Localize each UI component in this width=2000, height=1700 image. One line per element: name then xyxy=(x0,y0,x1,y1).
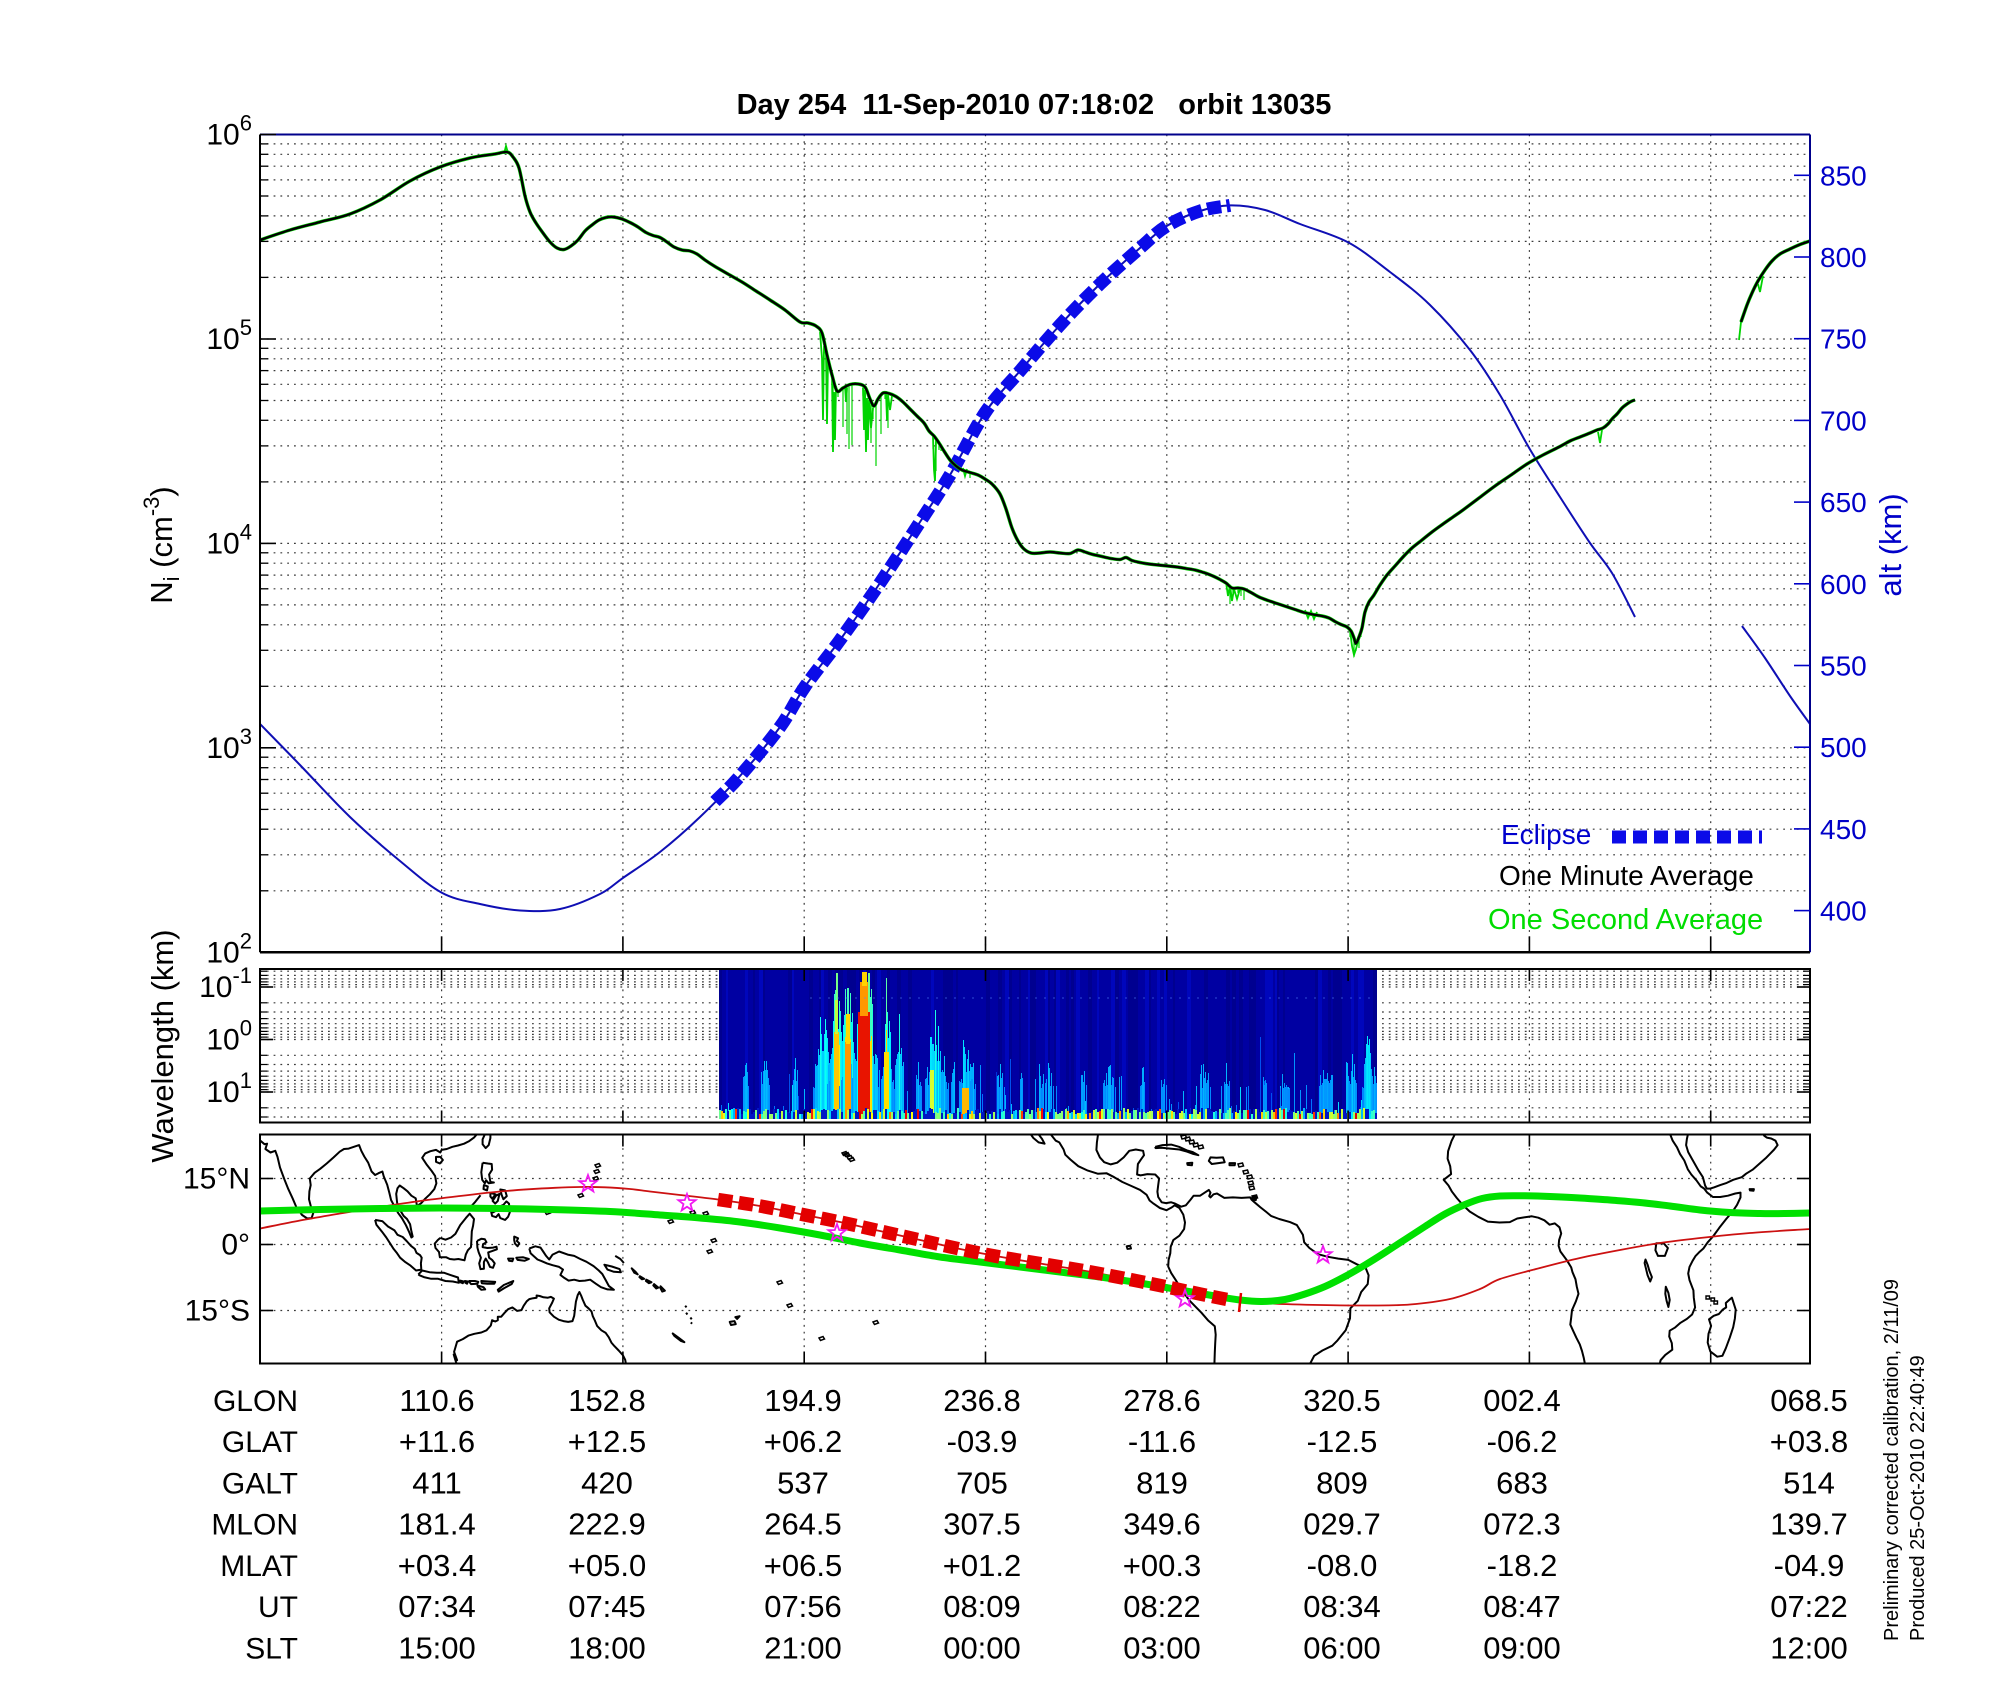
svg-text:411: 411 xyxy=(412,1466,461,1501)
svg-text:-06.2: -06.2 xyxy=(1487,1424,1558,1459)
svg-text:07:45: 07:45 xyxy=(568,1589,646,1624)
svg-text:139.7: 139.7 xyxy=(1770,1507,1848,1542)
svg-text:-04.9: -04.9 xyxy=(1774,1548,1845,1583)
svg-text:MLON: MLON xyxy=(211,1509,298,1542)
svg-text:068.5: 068.5 xyxy=(1770,1383,1848,1418)
svg-text:07:22: 07:22 xyxy=(1770,1589,1848,1624)
svg-text:450: 450 xyxy=(1820,814,1867,845)
svg-text:18:00: 18:00 xyxy=(568,1631,646,1666)
svg-text:Eclipse: Eclipse xyxy=(1501,819,1591,850)
svg-text:+05.0: +05.0 xyxy=(568,1548,646,1583)
svg-text:-11.6: -11.6 xyxy=(1128,1424,1196,1459)
svg-text:00:00: 00:00 xyxy=(943,1631,1021,1666)
svg-text:09:00: 09:00 xyxy=(1483,1631,1561,1666)
svg-text:12:00: 12:00 xyxy=(1770,1631,1848,1666)
svg-text:UT: UT xyxy=(258,1591,298,1624)
svg-text:264.5: 264.5 xyxy=(764,1507,842,1542)
svg-text:809: 809 xyxy=(1316,1466,1368,1501)
svg-text:650: 650 xyxy=(1820,487,1867,518)
svg-text:15°N: 15°N xyxy=(183,1163,250,1196)
svg-text:194.9: 194.9 xyxy=(764,1383,842,1418)
svg-text:537: 537 xyxy=(777,1466,829,1501)
svg-text:002.4: 002.4 xyxy=(1483,1383,1561,1418)
svg-text:222.9: 222.9 xyxy=(568,1507,646,1542)
svg-text:alt (km): alt (km) xyxy=(1873,493,1908,596)
svg-text:SLT: SLT xyxy=(245,1633,298,1666)
svg-text:514: 514 xyxy=(1783,1466,1835,1501)
svg-text:08:34: 08:34 xyxy=(1303,1589,1381,1624)
svg-text:+03.4: +03.4 xyxy=(398,1548,476,1583)
svg-text:GLAT: GLAT xyxy=(222,1426,298,1459)
svg-text:400: 400 xyxy=(1820,896,1867,927)
svg-text:08:47: 08:47 xyxy=(1483,1589,1561,1624)
svg-text:349.6: 349.6 xyxy=(1123,1507,1201,1542)
svg-text:750: 750 xyxy=(1820,324,1867,355)
svg-text:+03.8: +03.8 xyxy=(1770,1424,1848,1459)
svg-text:Produced 25-Oct-2010 22:40:49: Produced 25-Oct-2010 22:40:49 xyxy=(1907,1355,1929,1641)
svg-text:550: 550 xyxy=(1820,651,1867,682)
svg-text:072.3: 072.3 xyxy=(1483,1507,1561,1542)
svg-text:06:00: 06:00 xyxy=(1303,1631,1381,1666)
svg-text:08:09: 08:09 xyxy=(943,1589,1021,1624)
svg-text:320.5: 320.5 xyxy=(1303,1383,1381,1418)
svg-text:-03.9: -03.9 xyxy=(947,1424,1018,1459)
svg-text:181.4: 181.4 xyxy=(398,1507,476,1542)
svg-text:600: 600 xyxy=(1820,569,1867,600)
svg-text:683: 683 xyxy=(1496,1466,1548,1501)
svg-text:07:56: 07:56 xyxy=(764,1589,842,1624)
svg-text:MLAT: MLAT xyxy=(220,1550,298,1583)
svg-text:819: 819 xyxy=(1136,1466,1188,1501)
svg-text:One Minute Average: One Minute Average xyxy=(1499,860,1754,891)
svg-text:+06.2: +06.2 xyxy=(764,1424,842,1459)
svg-text:07:34: 07:34 xyxy=(398,1589,476,1624)
svg-text:15:00: 15:00 xyxy=(398,1631,476,1666)
svg-text:278.6: 278.6 xyxy=(1123,1383,1201,1418)
svg-text:+06.5: +06.5 xyxy=(764,1548,842,1583)
svg-text:Preliminary corrected calibrat: Preliminary corrected calibration, 2/11/… xyxy=(1881,1279,1903,1641)
svg-text:705: 705 xyxy=(956,1466,1008,1501)
svg-text:700: 700 xyxy=(1820,405,1867,436)
svg-text:-18.2: -18.2 xyxy=(1487,1548,1558,1583)
svg-text:-08.0: -08.0 xyxy=(1307,1548,1378,1583)
svg-text:152.8: 152.8 xyxy=(568,1383,646,1418)
svg-text:420: 420 xyxy=(581,1466,633,1501)
svg-text:236.8: 236.8 xyxy=(943,1383,1021,1418)
svg-text:+00.3: +00.3 xyxy=(1123,1548,1201,1583)
svg-text:0°: 0° xyxy=(221,1229,250,1262)
svg-text:800: 800 xyxy=(1820,242,1867,273)
svg-text:850: 850 xyxy=(1820,160,1867,191)
svg-text:One Second Average: One Second Average xyxy=(1488,904,1763,936)
svg-text:029.7: 029.7 xyxy=(1303,1507,1381,1542)
svg-text:307.5: 307.5 xyxy=(943,1507,1021,1542)
svg-text:Wavelength (km): Wavelength (km) xyxy=(145,929,180,1162)
svg-text:GALT: GALT xyxy=(222,1468,298,1501)
svg-text:500: 500 xyxy=(1820,732,1867,763)
svg-text:Day 254 11-Sep-2010 07:18:02: Day 254 11-Sep-2010 07:18:02 orbit 13035 xyxy=(737,89,1332,121)
svg-text:03:00: 03:00 xyxy=(1123,1631,1201,1666)
svg-text:+11.6: +11.6 xyxy=(399,1424,475,1459)
svg-text:+01.2: +01.2 xyxy=(943,1548,1021,1583)
svg-text:GLON: GLON xyxy=(213,1385,298,1418)
svg-text:21:00: 21:00 xyxy=(764,1631,842,1666)
svg-text:-12.5: -12.5 xyxy=(1307,1424,1378,1459)
svg-text:+12.5: +12.5 xyxy=(568,1424,646,1459)
svg-text:Ni (cm-3): Ni (cm-3) xyxy=(139,486,184,603)
svg-text:110.6: 110.6 xyxy=(399,1383,474,1418)
svg-text:15°S: 15°S xyxy=(185,1295,250,1328)
svg-text:08:22: 08:22 xyxy=(1123,1589,1201,1624)
